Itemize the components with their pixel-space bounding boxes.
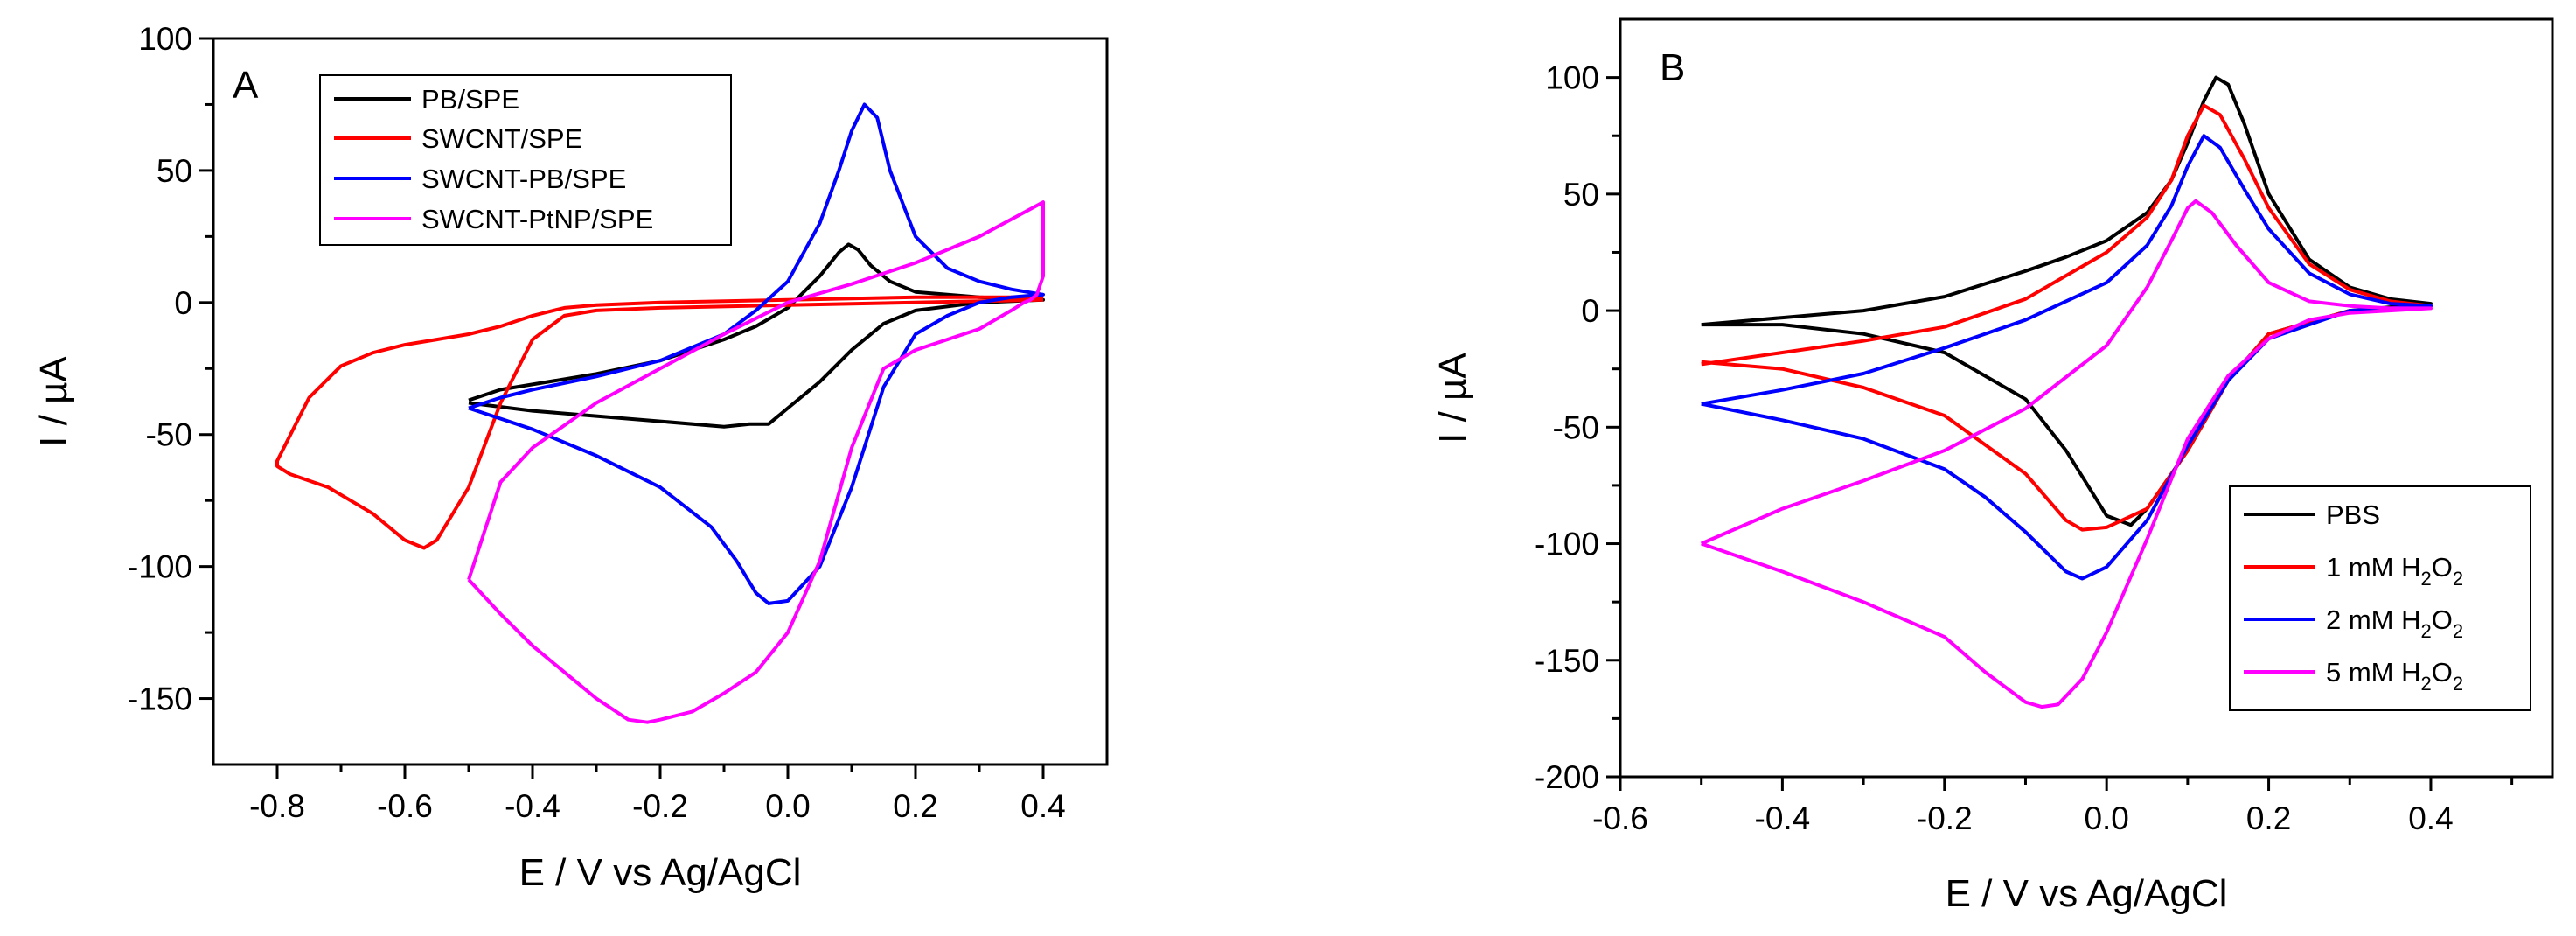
panel-a: -0.8 -0.6 -0.4 -0.2 0.0 0.2 0.4 -150 -100 -50 0 50 1… bbox=[32, 21, 1109, 894]
panel-b-y-tick-label: -150 bbox=[1535, 643, 1599, 679]
panel-a-y-tick-label: 100 bbox=[138, 21, 192, 57]
panel-a-x-tick-label: -0.2 bbox=[632, 788, 688, 824]
panel-a-x-tick-label: 0.0 bbox=[765, 788, 810, 824]
panel-a-x-tick-label: 0.4 bbox=[1020, 788, 1065, 824]
panel-b-series-2-mm-h2o2 bbox=[1701, 134, 2433, 581]
panel-b-x-tick-label: -0.4 bbox=[1755, 800, 1811, 836]
legend-label-pbs: PBS bbox=[2326, 499, 2380, 530]
panel-a-y-tick-label: -50 bbox=[146, 417, 192, 453]
panel-a-legend: PB/SPE SWCNT/SPE SWCNT-PB/SPE SWCNT-PtNP… bbox=[319, 74, 732, 246]
panel-a-x-tick-label: 0.2 bbox=[893, 788, 937, 824]
panel-b-x-tick-label: 0.4 bbox=[2408, 800, 2453, 836]
panel-b-y-tick-label: 0 bbox=[1581, 293, 1599, 329]
legend-label-2mm: 2 mM H2O2 bbox=[2326, 604, 2463, 642]
panel-b-series-5-mm-h2o2 bbox=[1700, 199, 2433, 709]
panel-b-x-title: E / V vs Ag/AgCl bbox=[1946, 872, 2228, 915]
panel-a-x-tick-label: -0.6 bbox=[377, 788, 433, 824]
panel-a-y-tick-label: -150 bbox=[128, 681, 192, 717]
panel-a-series-swcnt-spe bbox=[275, 295, 1044, 550]
legend-label-1mm: 1 mM H2O2 bbox=[2326, 552, 2463, 590]
panel-a-letter: A bbox=[233, 64, 259, 107]
panel-b-x-tick-label: 0.0 bbox=[2084, 800, 2128, 836]
panel-a-series-swcnt-pb-spe bbox=[468, 102, 1045, 605]
panel-a-legend-box bbox=[319, 74, 732, 246]
panel-b-y-title: I / µA bbox=[1431, 353, 1474, 444]
panel-b-series-1-mm-h2o2 bbox=[1701, 103, 2433, 532]
panel-b-series-pbs bbox=[1701, 75, 2433, 527]
panel-b-letter: B bbox=[1660, 46, 1685, 89]
panel-b-y-tick-label: 50 bbox=[1563, 177, 1599, 213]
panel-a-series-pb-spe bbox=[468, 242, 1045, 429]
panel-a-x-tick-label: -0.4 bbox=[505, 788, 560, 824]
legend-label-swcnt-spe: SWCNT/SPE bbox=[421, 123, 582, 154]
legend-label-swcnt-pb-spe: SWCNT-PB/SPE bbox=[421, 164, 626, 194]
panel-b-legend: PBS 1 mM H2O2 2 mM H2O2 5 mM H2O2 bbox=[2229, 485, 2531, 711]
panel-b-y-tick-label: -200 bbox=[1535, 759, 1599, 795]
panel-a-ticks: -0.8 -0.6 -0.4 -0.2 0.0 0.2 0.4 -150 -100 -50 0 50 1… bbox=[128, 21, 1066, 824]
legend-label-5mm: 5 mM H2O2 bbox=[2326, 657, 2463, 695]
panel-a-series-swcnt-ptnp-spe bbox=[467, 200, 1045, 724]
panel-b-y-tick-label: -100 bbox=[1535, 527, 1599, 562]
legend-label-swcnt-ptnp-spe: SWCNT-PtNP/SPE bbox=[421, 204, 653, 234]
panel-b-y-tick-label: -50 bbox=[1553, 409, 1599, 445]
panel-b-plot-frame bbox=[1619, 17, 2554, 779]
panel-a-y-tick-label: 50 bbox=[157, 153, 192, 189]
panel-b-x-tick-label: -0.2 bbox=[1917, 800, 1973, 836]
panel-b-series bbox=[1700, 75, 2433, 709]
panel-b-y-tick-label: 100 bbox=[1545, 60, 1599, 96]
panel-b-x-tick-label: -0.6 bbox=[1592, 800, 1648, 836]
panel-a-y-tick-label: -100 bbox=[128, 549, 192, 585]
panel-b-x-tick-label: 0.2 bbox=[2246, 800, 2291, 836]
panel-a-y-title: I / µA bbox=[32, 356, 75, 447]
panel-a-series bbox=[275, 102, 1045, 724]
legend-label-pb-spe: PB/SPE bbox=[421, 84, 519, 115]
panel-a-x-tick-label: -0.8 bbox=[249, 788, 305, 824]
panel-b-ticks: -0.6 -0.4 -0.2 0.0 0.2 0.4 -200 -150 -100 -50 0 50 1… bbox=[1535, 60, 2514, 836]
panel-a-y-tick-label: 0 bbox=[174, 285, 192, 321]
panel-a-x-title: E / V vs Ag/AgCl bbox=[519, 851, 802, 894]
panel-b: -0.6 -0.4 -0.2 0.0 0.2 0.4 -200 -150 -100 -50 0 50 1… bbox=[1431, 17, 2554, 915]
